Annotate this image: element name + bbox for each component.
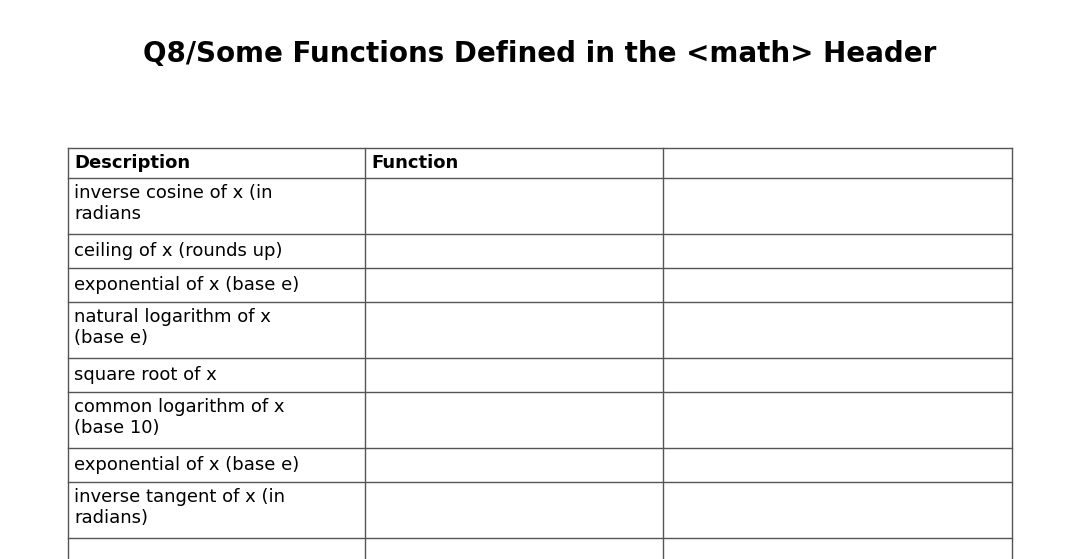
Text: exponential of x (base e): exponential of x (base e) (75, 456, 299, 474)
Text: ceiling of x (rounds up): ceiling of x (rounds up) (75, 242, 283, 260)
Text: Function: Function (372, 154, 459, 172)
Text: inverse tangent of x (in
radians): inverse tangent of x (in radians) (75, 488, 285, 527)
Text: square root of x: square root of x (75, 366, 217, 384)
Text: Description: Description (75, 154, 190, 172)
Text: common logarithm of x
(base 10): common logarithm of x (base 10) (75, 398, 284, 437)
Text: inverse cosine of x (in
radians: inverse cosine of x (in radians (75, 184, 272, 223)
Text: exponential of x (base e): exponential of x (base e) (75, 276, 299, 294)
Text: Q8/Some Functions Defined in the <math> Header: Q8/Some Functions Defined in the <math> … (144, 40, 936, 68)
Text: natural logarithm of x
(base e): natural logarithm of x (base e) (75, 308, 271, 347)
